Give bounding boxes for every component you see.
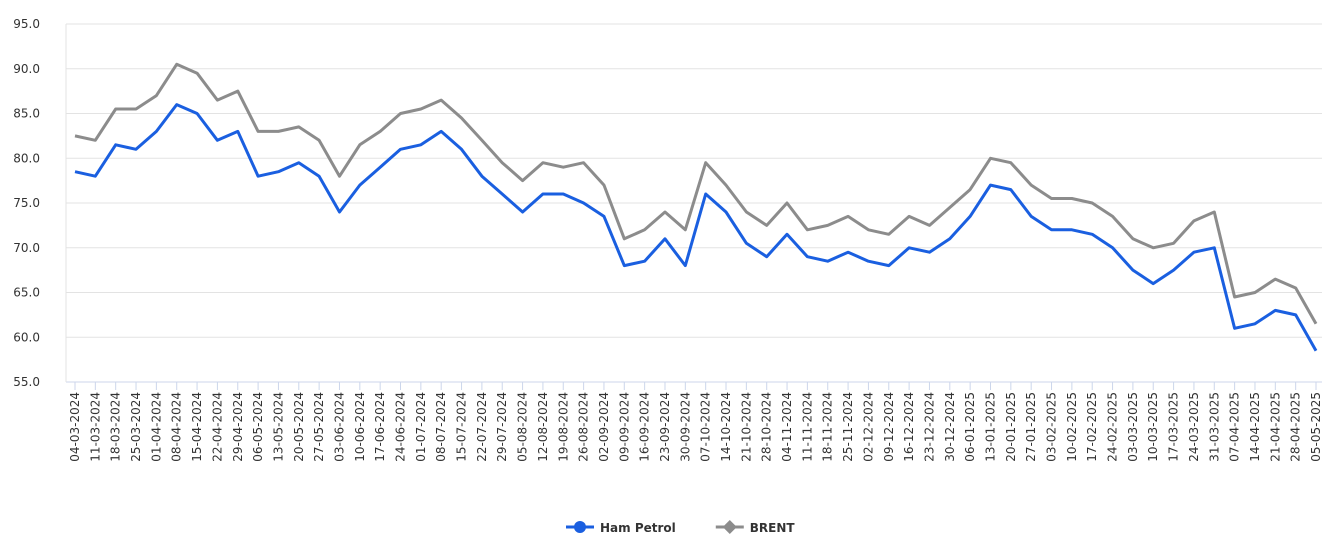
x-tick-label: 07-10-2024 <box>699 392 713 462</box>
y-tick-label: 70.0 <box>13 241 40 255</box>
x-tick-label: 04-03-2024 <box>68 392 82 462</box>
x-tick-label: 01-07-2024 <box>414 392 428 462</box>
y-tick-label: 85.0 <box>13 107 40 121</box>
x-tick-label: 24-06-2024 <box>394 392 408 462</box>
series-line <box>74 103 1318 352</box>
x-tick-label: 18-11-2024 <box>821 392 835 462</box>
x-tick-label: 31-03-2025 <box>1207 392 1221 462</box>
x-tick-label: 17-02-2025 <box>1085 392 1099 462</box>
x-tick-label: 27-01-2025 <box>1024 392 1038 462</box>
x-tick-label: 05-08-2024 <box>516 392 530 462</box>
x-tick-label: 11-03-2024 <box>88 392 102 462</box>
x-tick-label: 07-04-2025 <box>1228 392 1242 462</box>
x-tick-label: 10-03-2025 <box>1146 392 1160 462</box>
legend-marker <box>722 520 737 534</box>
x-tick-label: 26-08-2024 <box>577 392 591 462</box>
x-tick-label: 29-07-2024 <box>495 392 509 462</box>
x-tick-label: 25-11-2024 <box>841 392 855 462</box>
x-tick-label: 20-01-2025 <box>1004 392 1018 462</box>
x-tick-label: 14-10-2024 <box>719 392 733 462</box>
x-tick-label: 11-11-2024 <box>800 392 814 462</box>
x-tick-label: 21-10-2024 <box>739 392 753 462</box>
x-tick-label: 17-03-2025 <box>1167 392 1181 462</box>
x-tick-label: 10-02-2025 <box>1065 392 1079 462</box>
x-tick-label: 13-05-2024 <box>271 392 285 462</box>
x-tick-label: 25-03-2024 <box>129 392 143 462</box>
x-tick-label: 19-08-2024 <box>556 392 570 462</box>
x-tick-label: 18-03-2024 <box>109 392 123 462</box>
x-tick-label: 05-05-2025 <box>1309 392 1323 462</box>
x-tick-label: 28-10-2024 <box>760 392 774 462</box>
x-tick-label: 02-09-2024 <box>597 392 611 462</box>
y-tick-label: 65.0 <box>13 286 40 300</box>
x-tick-label: 24-02-2025 <box>1106 392 1120 462</box>
x-tick-label: 03-03-2025 <box>1126 392 1140 462</box>
legend-marker <box>574 521 586 533</box>
x-tick-label: 06-01-2025 <box>963 392 977 462</box>
x-tick-label: 03-02-2025 <box>1045 392 1059 462</box>
x-tick-label: 23-09-2024 <box>658 392 672 462</box>
x-tick-label: 24-03-2025 <box>1187 392 1201 462</box>
x-tick-label: 22-04-2024 <box>210 392 224 462</box>
x-tick-label: 10-06-2024 <box>353 392 367 462</box>
x-tick-label: 15-04-2024 <box>190 392 204 462</box>
x-tick-label: 03-06-2024 <box>332 392 346 462</box>
x-tick-label: 13-01-2025 <box>983 392 997 462</box>
x-tick-label: 20-05-2024 <box>292 392 306 462</box>
y-tick-label: 90.0 <box>13 62 40 76</box>
x-tick-label: 12-08-2024 <box>536 392 550 462</box>
x-tick-label: 23-12-2024 <box>922 392 936 462</box>
x-tick-label: 02-12-2024 <box>861 392 875 462</box>
x-tick-label: 16-12-2024 <box>902 392 916 462</box>
x-tick-label: 06-05-2024 <box>251 392 265 462</box>
legend-item: Ham Petrol <box>566 521 676 535</box>
legend-item: BRENT <box>715 520 796 535</box>
x-tick-label: 30-12-2024 <box>943 392 957 462</box>
x-tick-label: 09-12-2024 <box>882 392 896 462</box>
x-tick-label: 15-07-2024 <box>455 392 469 462</box>
x-tick-label: 17-06-2024 <box>373 392 387 462</box>
x-tick-label: 27-05-2024 <box>312 392 326 462</box>
x-tick-label: 16-09-2024 <box>638 392 652 462</box>
y-tick-label: 55.0 <box>13 375 40 389</box>
x-tick-label: 04-11-2024 <box>780 392 794 462</box>
y-tick-label: 95.0 <box>13 17 40 31</box>
y-tick-label: 80.0 <box>13 151 40 165</box>
x-tick-label: 01-04-2024 <box>149 392 163 462</box>
legend-label: Ham Petrol <box>600 521 676 535</box>
y-tick-label: 75.0 <box>13 196 40 210</box>
series-line <box>74 62 1318 325</box>
x-tick-label: 28-04-2025 <box>1289 392 1303 462</box>
x-tick-label: 09-09-2024 <box>617 392 631 462</box>
x-tick-label: 14-04-2025 <box>1248 392 1262 462</box>
x-tick-label: 29-04-2024 <box>231 392 245 462</box>
y-tick-label: 60.0 <box>13 330 40 344</box>
x-tick-label: 08-07-2024 <box>434 392 448 462</box>
x-tick-label: 21-04-2025 <box>1268 392 1282 462</box>
x-tick-label: 22-07-2024 <box>475 392 489 462</box>
x-tick-label: 08-04-2024 <box>170 392 184 462</box>
x-tick-label: 30-09-2024 <box>678 392 692 462</box>
legend-label: BRENT <box>750 521 796 535</box>
